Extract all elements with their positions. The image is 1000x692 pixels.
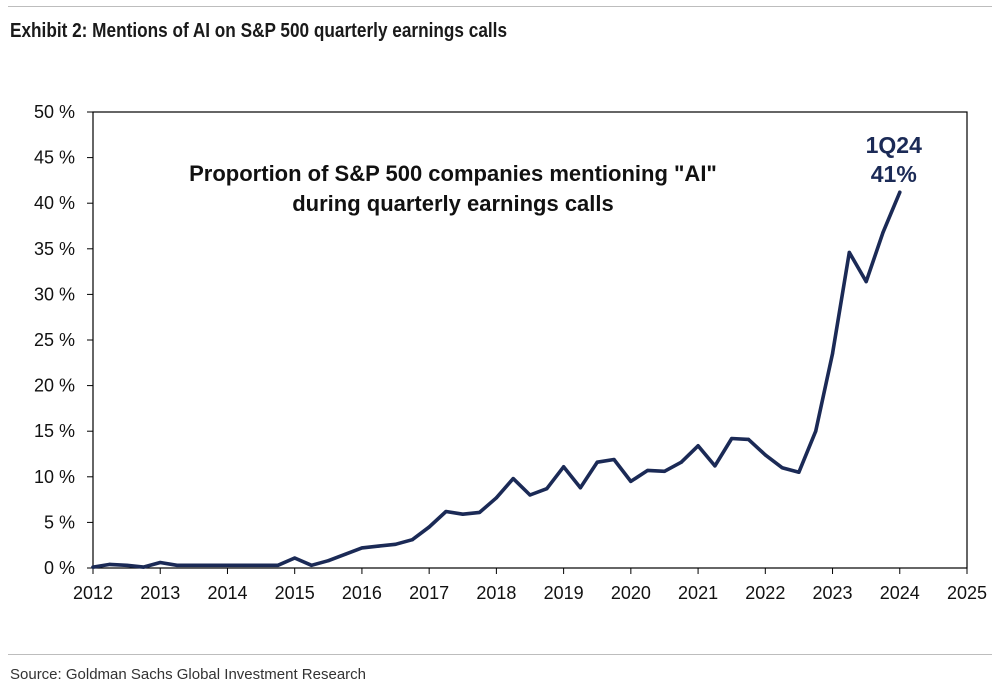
- data-point: [309, 563, 314, 567]
- y-axis-ticks: 0 % 5 % 10 % 15 % 20 % 25 % 30 % 35 % 40 % 45 % 50…: [34, 102, 93, 578]
- data-point: [713, 464, 717, 468]
- chart-annotation-line-1: Proportion of S&P 500 companies mentioni…: [189, 161, 717, 186]
- data-point: [629, 479, 633, 483]
- data-point: [646, 468, 650, 473]
- data-point: [679, 460, 683, 464]
- data-point: [830, 352, 835, 356]
- data-point: [141, 565, 146, 569]
- x-tick-label: 2023: [813, 583, 853, 603]
- callout-value: 41%: [871, 161, 917, 187]
- exhibit-title: Exhibit 2: Mentions of AI on S&P 500 qua…: [10, 20, 508, 42]
- y-tick-label: 10 %: [34, 467, 75, 487]
- y-tick-label: 50 %: [34, 102, 75, 122]
- data-point: [847, 250, 851, 255]
- data-point: [763, 453, 767, 457]
- x-tick-label: 2016: [342, 583, 382, 603]
- x-tick-label: 2024: [880, 583, 920, 603]
- data-point: [192, 563, 196, 567]
- data-point: [175, 563, 179, 567]
- data-point: [326, 559, 330, 563]
- data-point: [209, 563, 213, 567]
- x-tick-label: 2013: [140, 583, 180, 603]
- data-point: [494, 496, 498, 500]
- data-point: [511, 477, 515, 481]
- data-point: [528, 493, 532, 497]
- bottom-divider: [8, 654, 992, 655]
- data-point: [730, 436, 734, 441]
- y-tick-label: 15 %: [34, 421, 75, 441]
- data-point: [360, 546, 364, 550]
- x-tick-label: 2018: [476, 583, 516, 603]
- data-point: [696, 444, 700, 448]
- data-point: [276, 563, 280, 567]
- x-tick-label: 2020: [611, 583, 651, 603]
- y-tick-label: 35 %: [34, 239, 75, 259]
- data-point: [125, 563, 129, 567]
- data-point: [881, 230, 885, 234]
- x-tick-label: 2019: [544, 583, 584, 603]
- data-point: [595, 460, 599, 464]
- x-tick-label: 2025: [947, 583, 987, 603]
- data-point: [377, 544, 381, 548]
- data-point: [427, 525, 431, 529]
- data-point: [746, 437, 751, 442]
- y-tick-label: 20 %: [34, 376, 75, 396]
- data-point: [225, 563, 230, 567]
- data-point: [780, 466, 784, 470]
- data-point: [108, 562, 112, 566]
- x-tick-label: 2014: [207, 583, 247, 603]
- data-point: [477, 510, 482, 514]
- x-tick-label: 2015: [275, 583, 315, 603]
- x-tick-label: 2021: [678, 583, 718, 603]
- data-point: [864, 280, 868, 284]
- y-tick-label: 5 %: [44, 512, 75, 532]
- data-point: [545, 487, 549, 491]
- y-tick-label: 45 %: [34, 148, 75, 168]
- x-tick-label: 2022: [745, 583, 785, 603]
- source-note: Source: Goldman Sachs Global Investment …: [10, 666, 367, 683]
- series-line: [91, 190, 902, 569]
- series-group: [91, 190, 902, 569]
- chart-annotation-line-2: during quarterly earnings calls: [292, 191, 614, 216]
- callout-label: 1Q24: [866, 132, 922, 158]
- data-point: [578, 486, 583, 490]
- y-tick-label: 30 %: [34, 284, 75, 304]
- data-point: [91, 565, 95, 569]
- data-point: [259, 563, 263, 567]
- data-point: [898, 190, 902, 194]
- data-point: [242, 563, 246, 567]
- x-axis-ticks: 2012 2013 2014 2015 2016 2017 2018 2019 2020 2021…: [73, 568, 987, 603]
- data-point: [612, 457, 616, 462]
- data-point: [814, 429, 818, 433]
- data-point: [797, 470, 801, 474]
- data-point: [343, 552, 347, 556]
- data-point: [562, 465, 566, 469]
- top-divider: [8, 6, 992, 7]
- y-tick-label: 25 %: [34, 330, 75, 350]
- data-point: [662, 469, 667, 473]
- y-tick-label: 40 %: [34, 193, 75, 213]
- x-tick-label: 2012: [73, 583, 113, 603]
- data-point: [444, 509, 448, 514]
- data-point: [293, 556, 297, 560]
- x-tick-label: 2017: [409, 583, 449, 603]
- y-tick-label: 0 %: [44, 558, 75, 578]
- data-point: [461, 512, 465, 516]
- data-point: [410, 538, 414, 542]
- data-point: [158, 560, 162, 565]
- data-point: [393, 542, 398, 546]
